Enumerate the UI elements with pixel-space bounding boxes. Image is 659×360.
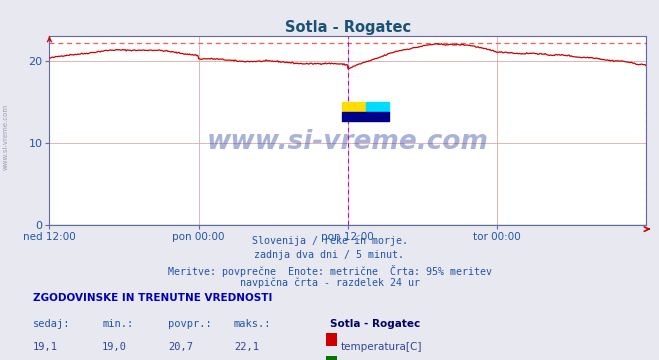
Bar <box>366 102 389 112</box>
Text: 22,1: 22,1 <box>234 342 259 352</box>
Text: www.si-vreme.com: www.si-vreme.com <box>207 129 488 155</box>
Bar <box>341 112 389 121</box>
Text: Meritve: povprečne  Enote: metrične  Črta: 95% meritev: Meritve: povprečne Enote: metrične Črta:… <box>167 265 492 276</box>
Text: maks.:: maks.: <box>234 319 272 329</box>
Text: zadnja dva dni / 5 minut.: zadnja dva dni / 5 minut. <box>254 250 405 260</box>
Text: 19,0: 19,0 <box>102 342 127 352</box>
Text: temperatura[C]: temperatura[C] <box>341 342 422 352</box>
Text: min.:: min.: <box>102 319 133 329</box>
Title: Sotla - Rogatec: Sotla - Rogatec <box>285 20 411 35</box>
Text: povpr.:: povpr.: <box>168 319 212 329</box>
Bar <box>341 102 366 112</box>
Text: Slovenija / reke in morje.: Slovenija / reke in morje. <box>252 236 407 246</box>
Text: 19,1: 19,1 <box>33 342 58 352</box>
Text: sedaj:: sedaj: <box>33 319 71 329</box>
Text: 20,7: 20,7 <box>168 342 193 352</box>
Text: navpična črta - razdelek 24 ur: navpična črta - razdelek 24 ur <box>239 278 420 288</box>
Text: ZGODOVINSKE IN TRENUTNE VREDNOSTI: ZGODOVINSKE IN TRENUTNE VREDNOSTI <box>33 293 272 303</box>
Text: Sotla - Rogatec: Sotla - Rogatec <box>330 319 420 329</box>
Text: www.si-vreme.com: www.si-vreme.com <box>2 104 9 170</box>
